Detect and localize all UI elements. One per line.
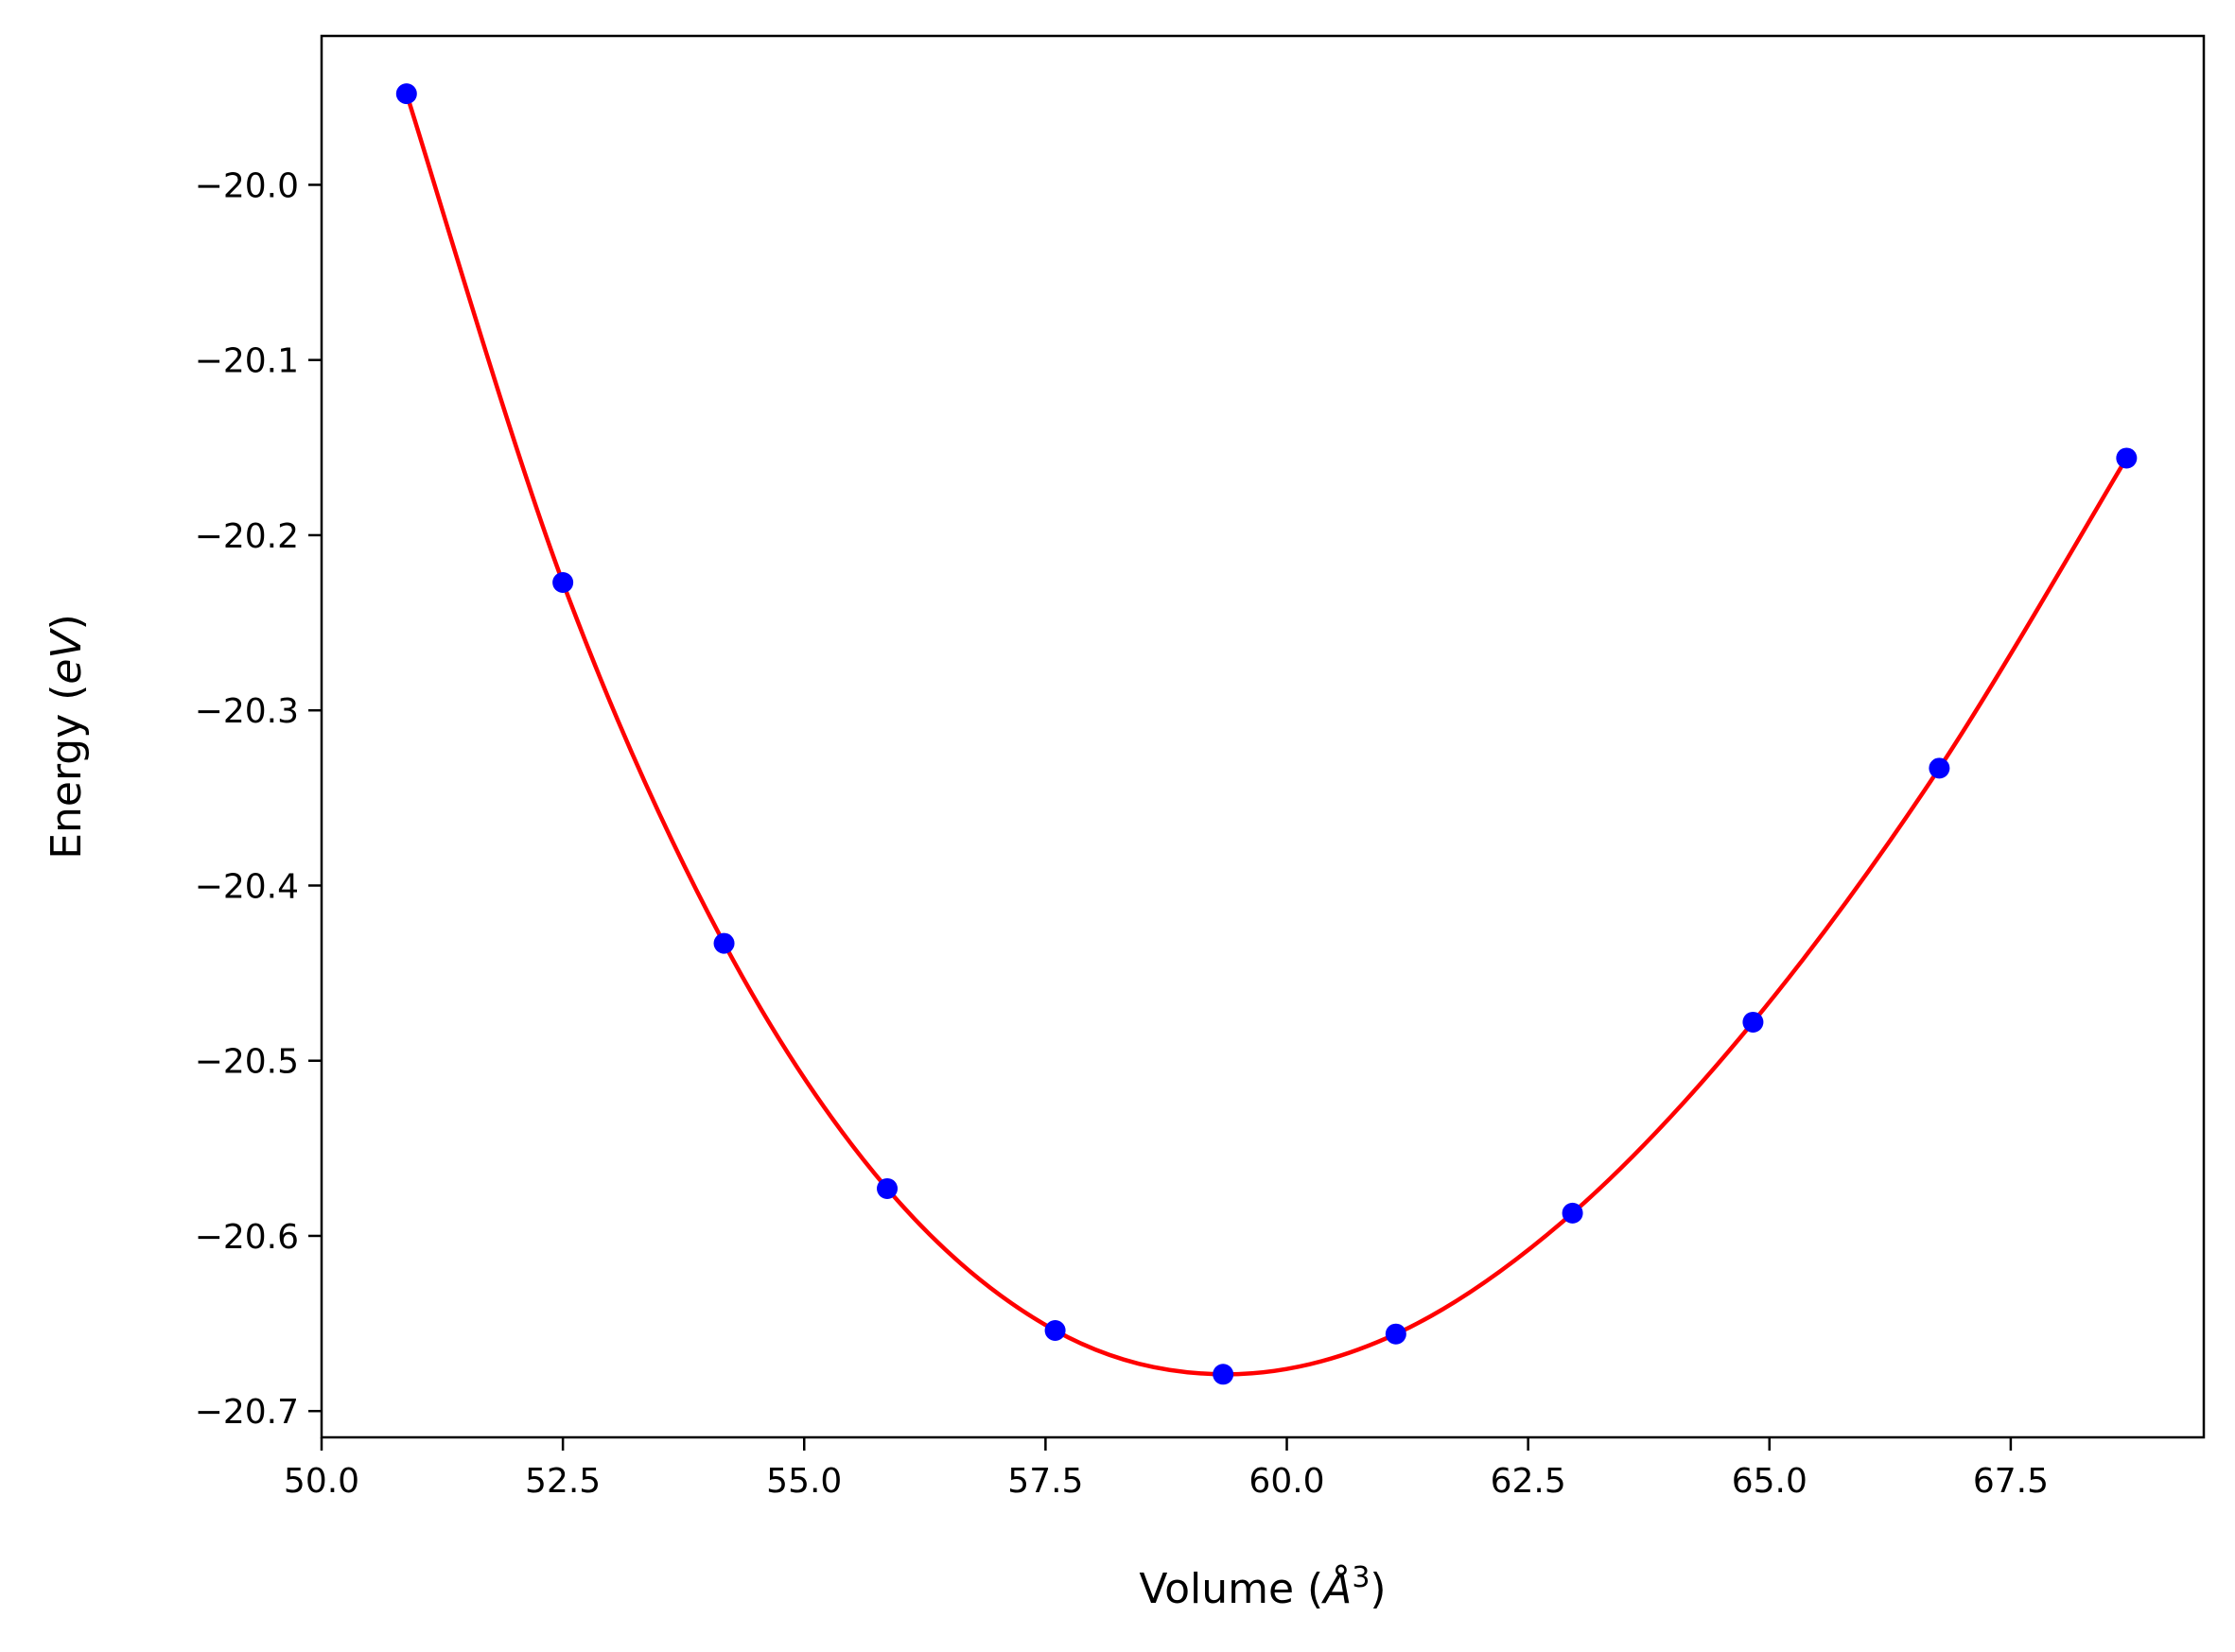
data-point: [1929, 757, 1950, 779]
y-tick-label: −20.2: [195, 517, 299, 556]
x-tick-label: 52.5: [525, 1462, 601, 1501]
x-tick-label: 57.5: [1007, 1462, 1083, 1501]
x-axis-label: Volume (Å3): [1139, 1561, 1386, 1614]
x-tick-label: 50.0: [284, 1462, 359, 1501]
data-point: [1044, 1319, 1066, 1341]
y-tick-label: −20.5: [195, 1043, 299, 1082]
axes-frame: [320, 34, 2206, 1439]
data-point: [552, 571, 574, 593]
data-point: [1742, 1011, 1764, 1033]
plot-area: [395, 83, 2138, 1385]
y-tick-label: −20.4: [195, 867, 299, 906]
y-tick-label: −20.7: [195, 1393, 299, 1432]
y-tick-label: −20.3: [195, 692, 299, 731]
data-point: [1213, 1364, 1234, 1385]
x-tick-label: 55.0: [766, 1462, 842, 1501]
data-point: [2116, 447, 2138, 469]
x-tick-label: 62.5: [1491, 1462, 1566, 1501]
y-tick-label: −20.0: [195, 166, 299, 205]
data-point: [1385, 1323, 1406, 1345]
x-tick-label: 67.5: [1973, 1462, 2049, 1501]
y-tick-label: −20.6: [195, 1218, 299, 1257]
data-point: [877, 1177, 899, 1199]
data-point: [713, 932, 735, 954]
y-axis-label: Energy (eV): [43, 614, 91, 860]
x-axis-ticks: 50.0 52.5 55.0 57.5 60.0 62.5 65.0 67.5: [284, 1437, 2049, 1501]
data-point: [395, 83, 417, 105]
data-point: [1562, 1202, 1583, 1224]
x-tick-label: 65.0: [1732, 1462, 1807, 1501]
y-tick-label: −20.1: [195, 342, 299, 381]
y-axis-ticks: −20.0 −20.1 −20.2 −20.3 −20.4 −20.5 −20.6 −20.7: [195, 166, 322, 1432]
x-tick-label: 60.0: [1248, 1462, 1324, 1501]
fit-curve: [404, 93, 2129, 1377]
